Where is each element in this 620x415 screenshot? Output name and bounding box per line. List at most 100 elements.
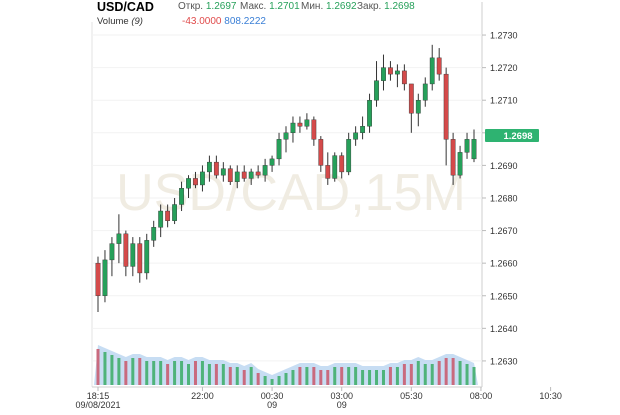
- volume-bar: [312, 367, 316, 385]
- volume-bar: [437, 361, 441, 385]
- volume-bar: [152, 361, 156, 385]
- volume-bar: [200, 361, 204, 385]
- volume-bar: [180, 361, 184, 385]
- x-tick-label: 18:15: [87, 391, 110, 401]
- volume-bar: [326, 370, 330, 385]
- high-value: 1.2701: [269, 1, 300, 12]
- ohlc-change: -43.0000 808.2222: [182, 16, 266, 27]
- close-label: Закр.: [357, 1, 382, 12]
- candle-body: [401, 70, 407, 85]
- candle-body: [269, 158, 275, 166]
- x-tick-label: 05:30: [400, 391, 423, 401]
- candle-body: [450, 139, 456, 176]
- volume-bar: [235, 367, 239, 385]
- volume-bar: [173, 361, 177, 385]
- price-badge: 1.2698: [485, 129, 539, 142]
- x-tick-label: 03:00: [330, 391, 353, 401]
- volume-bar: [138, 358, 142, 385]
- volume-bar: [395, 367, 399, 385]
- volume-bar: [319, 370, 323, 385]
- volume-bar: [368, 370, 372, 385]
- ohlc-high: Макс. 1.2701: [240, 1, 300, 12]
- candle-body: [290, 122, 296, 134]
- low-label: Мин.: [301, 1, 324, 12]
- x-tick-sublabel: 09: [337, 400, 347, 410]
- candle-body: [436, 57, 442, 75]
- candle-body: [395, 70, 400, 75]
- high-label: Макс.: [240, 1, 267, 12]
- x-tick-label: 10:30: [539, 391, 562, 401]
- volume-bar: [409, 364, 413, 385]
- candle-body: [200, 171, 205, 186]
- candle-body: [311, 119, 317, 140]
- volume-period: (9): [131, 16, 143, 27]
- volume-amount: 808.2222: [224, 16, 266, 27]
- candle-body: [443, 73, 449, 140]
- volume-bar: [298, 367, 302, 385]
- volume-bar: [402, 364, 406, 385]
- candle-body: [297, 122, 303, 127]
- candle-body: [471, 139, 477, 160]
- y-tick-label: 1.2680: [490, 193, 518, 203]
- candle-body: [374, 80, 379, 101]
- volume-bar: [458, 361, 462, 385]
- volume-bar: [347, 367, 351, 385]
- ohlc-close: Закр. 1.2698: [357, 1, 415, 12]
- volume-bar: [423, 364, 427, 385]
- candle-body: [429, 57, 435, 85]
- volume-bar: [110, 355, 114, 385]
- ohlc-open: Откр. 1.2697: [178, 1, 236, 12]
- candle-body: [137, 243, 143, 274]
- candle-body: [179, 188, 184, 205]
- open-label: Откр.: [178, 1, 204, 12]
- volume-bar: [131, 358, 135, 385]
- volume-label-text: Volume: [97, 16, 129, 27]
- volume-bar: [270, 379, 274, 385]
- y-tick-label: 1.2690: [490, 161, 518, 171]
- volume-histogram: [94, 345, 478, 385]
- volume-bar: [124, 361, 128, 385]
- candle-body: [276, 139, 282, 160]
- volume-bar: [96, 349, 100, 385]
- candle-body: [227, 168, 233, 182]
- candle-body: [144, 240, 150, 274]
- candles: [95, 44, 477, 313]
- volume-bar: [277, 376, 281, 385]
- candle-body: [116, 233, 122, 244]
- close-value: 1.2698: [384, 1, 415, 12]
- candle-body: [360, 126, 365, 134]
- candle-body: [207, 161, 212, 173]
- volume-bar: [354, 367, 358, 385]
- candle-body: [172, 204, 177, 221]
- volume-bar: [103, 352, 107, 385]
- volume-bar: [221, 364, 225, 385]
- y-tick-label: 1.2640: [490, 324, 518, 334]
- x-tick-label: 00:30: [261, 391, 284, 401]
- volume-bar: [361, 370, 365, 385]
- y-tick-label: 1.2720: [490, 63, 518, 73]
- candle-body: [130, 243, 136, 267]
- volume-bar: [256, 373, 260, 385]
- volume-bar: [159, 361, 163, 385]
- volume-bar: [444, 358, 448, 385]
- candle-body: [109, 243, 115, 261]
- volume-bar: [284, 373, 288, 385]
- volume-bar: [249, 367, 253, 385]
- candle-body: [255, 171, 261, 176]
- candle-body: [304, 119, 310, 127]
- change-value: -43.0000: [182, 16, 222, 27]
- volume-bar: [117, 358, 121, 385]
- candle-body: [165, 210, 171, 221]
- y-tick-label: 1.2710: [490, 96, 518, 106]
- volume-bar: [388, 367, 392, 385]
- price-axis[interactable]: 1.27301.27201.27101.27001.26901.26801.26…: [482, 31, 518, 367]
- y-tick-label: 1.2650: [490, 291, 518, 301]
- low-value: 1.2692: [326, 1, 357, 12]
- ohlc-low: Мин. 1.2692: [301, 1, 357, 12]
- candle-body: [262, 165, 268, 176]
- y-tick-label: 1.2660: [490, 259, 518, 269]
- candle-body: [234, 171, 240, 182]
